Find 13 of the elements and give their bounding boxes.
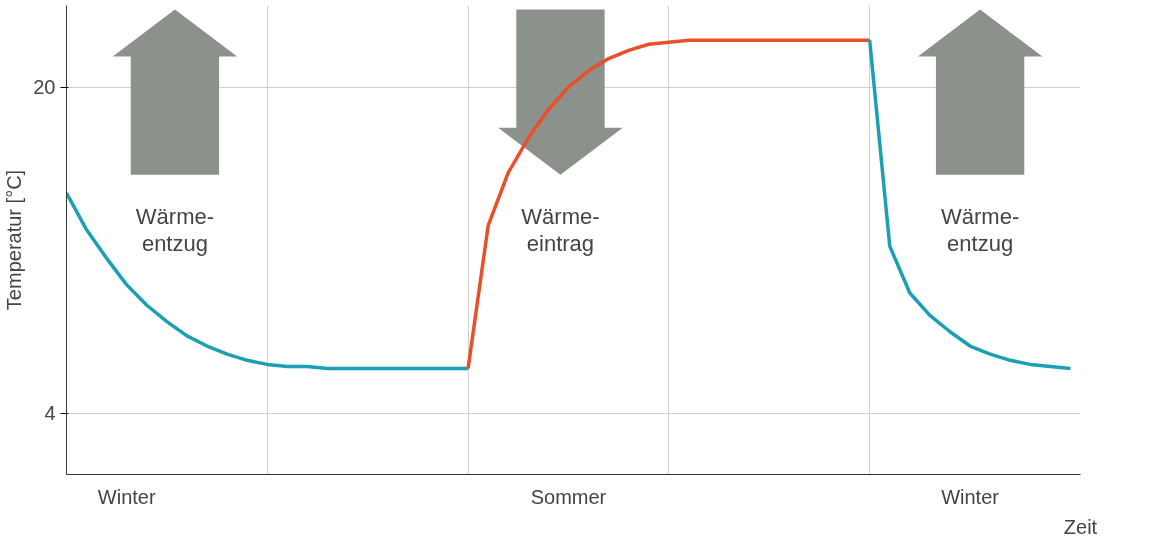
y-tick-label: 20 [33, 76, 56, 99]
line-series [867, 38, 1073, 371]
x-tick-label: Sommer [530, 485, 607, 508]
annotation: Wärme- eintrag [521, 203, 600, 257]
x-tick-label: Winter [97, 485, 156, 508]
annotation: Wärme- entzug [941, 203, 1020, 257]
line-series [466, 38, 872, 371]
annotation: Wärme- entzug [135, 203, 215, 257]
line-series [66, 191, 470, 371]
y-axis-title: Temperatur [°C] [3, 169, 26, 311]
x-tick-label: Winter [941, 485, 1000, 508]
x-axis-title: Zeit [1063, 515, 1098, 538]
y-tick-label: 4 [44, 402, 56, 425]
